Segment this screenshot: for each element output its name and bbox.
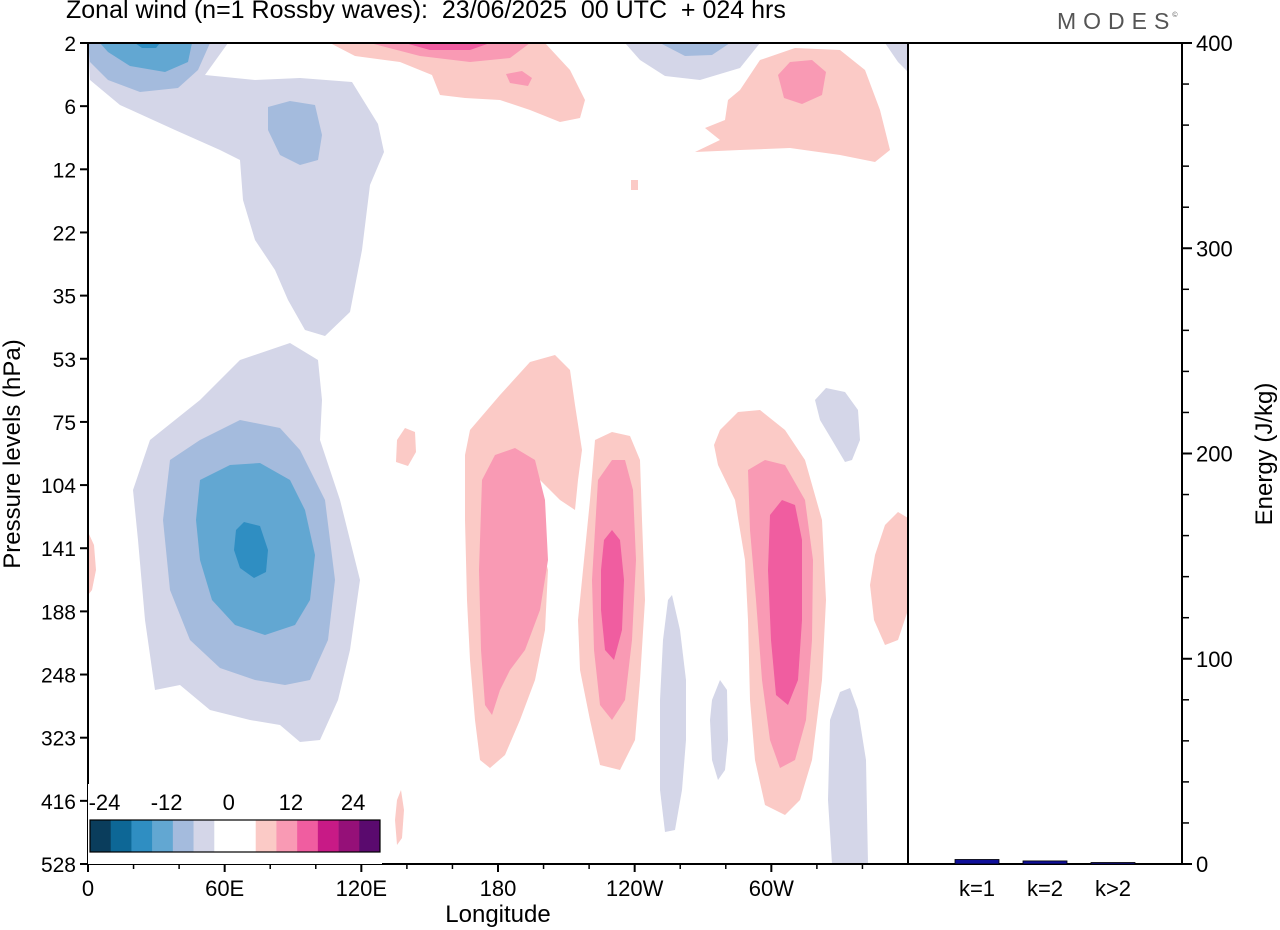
x-tick-label: 0 <box>82 876 94 901</box>
y-tick-label: 104 <box>41 475 76 498</box>
energy-category-label: k>2 <box>1095 876 1131 901</box>
contour-pos1-bottom-b <box>395 790 404 845</box>
contour-pos1-small-c <box>396 428 416 466</box>
colorbar-swatch <box>317 820 339 852</box>
colorbar-swatch <box>152 820 174 852</box>
energy-tick-label: 100 <box>1196 647 1233 672</box>
contour-neg1-topright <box>625 43 760 80</box>
brand-text: MODES <box>1057 8 1177 34</box>
x-axis-label: Longitude <box>445 901 550 928</box>
contour-pos1-topright <box>695 48 890 162</box>
energy-tick-label: 200 <box>1196 442 1233 467</box>
energy-bars <box>954 859 1136 865</box>
contour-neg1-corner <box>885 43 908 72</box>
y-tick-label: 53 <box>53 349 76 372</box>
y-tick-label: 22 <box>53 222 76 245</box>
contour-pos2-180 <box>479 448 548 715</box>
x-axis-longitude: 0 60E 120E 180 120W 60W <box>82 864 864 901</box>
y-tick-label: 12 <box>53 159 76 182</box>
contour-neg3-upper <box>100 43 192 72</box>
energy-categories: k=1 k=2 k>2 <box>959 876 1131 901</box>
colorbar-tick-label: 0 <box>223 790 235 815</box>
contour-pos2-top-small <box>506 71 532 86</box>
x-tick-label: 180 <box>480 876 517 901</box>
contour-pos1-leftedge <box>88 532 96 595</box>
colorbar-swatch <box>193 820 215 852</box>
brand-logo: MODES© <box>1057 8 1182 35</box>
contour-neg2-topright <box>660 43 730 56</box>
colorbar-swatch <box>214 820 236 852</box>
contour-pos1-tiny <box>631 180 638 190</box>
contour-neg1-a <box>815 388 860 462</box>
colorbar-tick-label: -24 <box>89 790 121 815</box>
y-tick-label: 528 <box>41 854 76 877</box>
y-tick-label: 188 <box>41 601 76 624</box>
energy-tick-label: 400 <box>1196 31 1233 56</box>
energy-axis-label: Energy (J/kg) <box>1251 383 1278 526</box>
contour-neg1-c <box>710 680 728 780</box>
y-tick-label: 323 <box>41 728 76 751</box>
y-axis-pressure: 2 6 12 22 35 53 75 104 141 188 248 323 416 528 <box>41 33 88 877</box>
colorbar-swatch <box>359 820 381 852</box>
colorbar-swatch <box>276 820 298 852</box>
contour-pos1-top <box>330 43 585 122</box>
energy-tick-label: 0 <box>1196 852 1208 877</box>
colorbar-swatch <box>172 820 194 852</box>
energy-tick-label: 300 <box>1196 236 1233 261</box>
x-tick-label: 120E <box>336 876 387 901</box>
colorbar-swatch <box>131 820 153 852</box>
x-tick-label: 120W <box>606 876 664 901</box>
colorbar-outline <box>89 819 381 853</box>
contour-pos2-top <box>370 43 530 62</box>
colorbar-tick-label: 24 <box>341 790 365 815</box>
y-tick-label: 6 <box>64 96 76 119</box>
y-tick-label: 75 <box>53 412 76 435</box>
x-tick-label: 60W <box>749 876 794 901</box>
colorbar-swatch <box>110 820 132 852</box>
contour-pos3-60w <box>768 500 802 705</box>
contour-pos2-topright <box>778 60 826 104</box>
contour-pos3-120w <box>601 530 624 660</box>
contour-pos3-top <box>405 43 490 50</box>
energy-bar-chart: 0 100 200 300 400 k=1 k=2 k>2 <box>908 31 1233 901</box>
energy-bar-2 <box>1022 860 1068 865</box>
contour-neg1-b <box>660 595 686 832</box>
colorbar-swatch <box>297 820 319 852</box>
contour-neg4-main <box>234 522 268 578</box>
contour-neg4-upper <box>135 43 160 48</box>
contour-neg2-upper-b <box>268 101 322 165</box>
colorbar: -24 -12 0 12 24 <box>88 784 382 864</box>
copyright-mark: © <box>1172 12 1178 19</box>
y-tick-label: 2 <box>64 33 76 56</box>
energy-category-label: k=1 <box>959 876 995 901</box>
contour-neg1-d <box>828 688 868 864</box>
contour-field <box>88 43 908 864</box>
y-axis-label: Pressure levels (hPa) <box>0 339 26 568</box>
y-tick-label: 248 <box>41 665 76 688</box>
y-tick-label: 35 <box>53 286 76 309</box>
energy-bar-3 <box>1090 862 1136 865</box>
chart-title: Zonal wind (n=1 Rossby waves): 23/06/202… <box>66 0 786 24</box>
energy-y-axis: 0 100 200 300 400 <box>1182 31 1233 877</box>
energy-bar-1 <box>954 859 1000 865</box>
y-tick-label: 141 <box>41 538 76 561</box>
energy-category-label: k=2 <box>1027 876 1063 901</box>
y-tick-label: 416 <box>41 791 76 814</box>
contour-pos1-rightedge <box>870 512 908 645</box>
colorbar-swatch <box>255 820 277 852</box>
colorbar-tick-label: -12 <box>151 790 183 815</box>
colorbar-tick-label: 12 <box>279 790 303 815</box>
colorbar-swatch <box>235 820 257 852</box>
colorbar-swatch <box>90 820 112 852</box>
colorbar-swatch <box>338 820 360 852</box>
x-tick-label: 60E <box>205 876 244 901</box>
